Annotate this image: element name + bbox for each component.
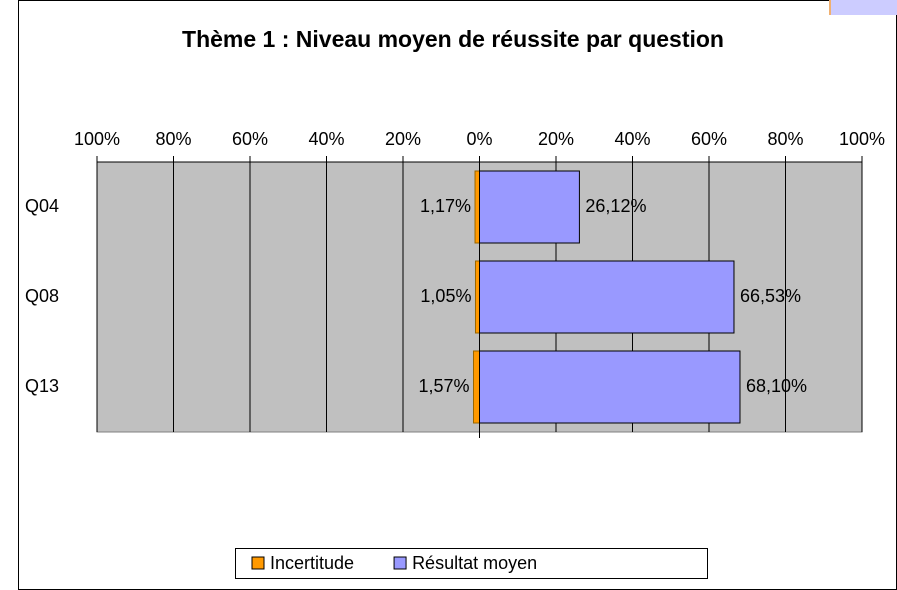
legend-box xyxy=(235,548,708,579)
x-tick-label: 20% xyxy=(538,129,574,149)
legend-label: Résultat moyen xyxy=(412,553,537,573)
legend-swatch xyxy=(251,556,265,570)
bar xyxy=(479,260,735,334)
bar xyxy=(472,350,481,424)
x-tick-label: 20% xyxy=(385,129,421,149)
y-tick-label: Q08 xyxy=(25,286,59,306)
x-tick-label: 80% xyxy=(155,129,191,149)
data-label: 68,10% xyxy=(746,376,807,396)
x-tick-label: 60% xyxy=(691,129,727,149)
data-label: 26,12% xyxy=(585,196,646,216)
y-tick-label: Q04 xyxy=(25,196,59,216)
y-tick-label: Q13 xyxy=(25,376,59,396)
bar xyxy=(479,170,580,244)
bar xyxy=(479,350,741,424)
data-label: 1,17% xyxy=(420,196,471,216)
plot-area: 100% 80% 60% 40% 20% 0% 20% 40% 60% 80% 100% Q04 Q08… xyxy=(25,129,885,579)
x-tick-label: 40% xyxy=(308,129,344,149)
x-tick-label: 60% xyxy=(232,129,268,149)
legend-label: Incertitude xyxy=(270,553,354,573)
bar xyxy=(474,260,481,334)
x-tick-label: 40% xyxy=(614,129,650,149)
legend-swatch xyxy=(393,556,407,570)
bar xyxy=(474,170,480,244)
data-label: 1,05% xyxy=(420,286,471,306)
x-tick-label: 0% xyxy=(466,129,492,149)
decoration xyxy=(830,0,897,15)
x-tick-label: 100% xyxy=(74,129,120,149)
chart-title: Thème 1 : Niveau moyen de réussite par q… xyxy=(182,26,724,52)
data-label: 1,57% xyxy=(418,376,469,396)
x-tick-label: 100% xyxy=(839,129,885,149)
data-label: 66,53% xyxy=(740,286,801,306)
x-tick-label: 80% xyxy=(767,129,803,149)
